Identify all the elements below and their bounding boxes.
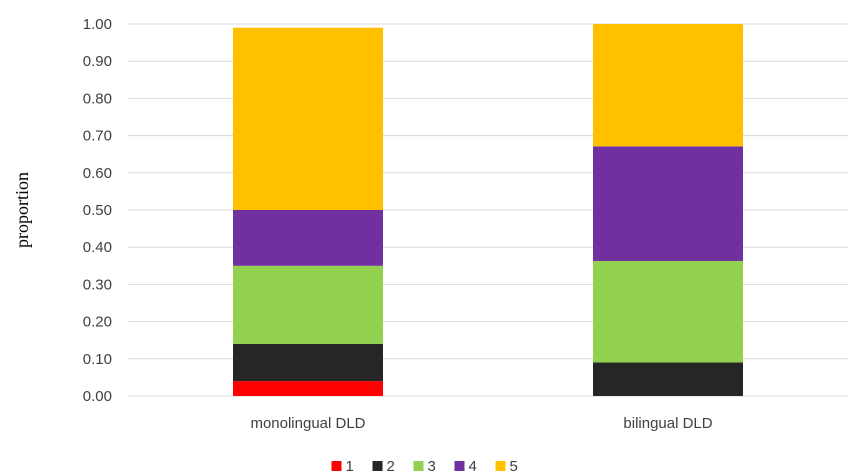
y-tick-label: 0.80 [83, 90, 112, 107]
x-axis-tick-labels: monolingual DLD bilingual DLD [250, 415, 712, 432]
legend-swatch-4 [454, 461, 465, 471]
x-tick-label: bilingual DLD [623, 415, 712, 432]
legend-label-1: 1 [346, 458, 354, 475]
bar-segment-3-monolingual [233, 265, 383, 344]
bar-segment-5-bilingual [593, 24, 743, 147]
legend-swatch-3 [413, 461, 424, 471]
y-tick-label: 0.90 [83, 53, 112, 70]
y-tick-label: 0.00 [83, 388, 112, 405]
legend-label-3: 3 [428, 458, 436, 475]
y-tick-label: 0.60 [83, 165, 112, 182]
y-tick-label: 0.50 [83, 202, 112, 219]
y-tick-label: 0.10 [83, 351, 112, 368]
x-tick-label: monolingual DLD [250, 415, 365, 432]
y-tick-label: 0.30 [83, 276, 112, 293]
bars [233, 24, 743, 396]
bar-segment-4-bilingual [593, 146, 743, 261]
legend: 1 2 3 4 5 [331, 458, 518, 475]
bar-segment-1-monolingual [233, 381, 383, 396]
y-tick-label: 0.20 [83, 314, 112, 331]
bar-segment-4-monolingual [233, 210, 383, 266]
y-tick-label: 0.40 [83, 239, 112, 256]
legend-label-4: 4 [469, 458, 477, 475]
y-axis-tick-labels: 0.00 0.10 0.20 0.30 0.40 0.50 0.60 0.70 0.80 0.90… [83, 16, 112, 405]
legend-swatch-2 [372, 461, 383, 471]
legend-swatch-5 [495, 461, 506, 471]
bar-segment-3-bilingual [593, 260, 743, 363]
y-axis-label: proportion [12, 172, 32, 248]
legend-swatch-1 [331, 461, 342, 471]
y-tick-label: 0.70 [83, 128, 112, 145]
bar-segment-2-bilingual [593, 362, 743, 396]
bar-segment-5-monolingual [233, 27, 383, 210]
legend-label-2: 2 [387, 458, 395, 475]
bar-segment-2-monolingual [233, 343, 383, 382]
legend-label-5: 5 [510, 458, 518, 475]
y-tick-label: 1.00 [83, 16, 112, 33]
